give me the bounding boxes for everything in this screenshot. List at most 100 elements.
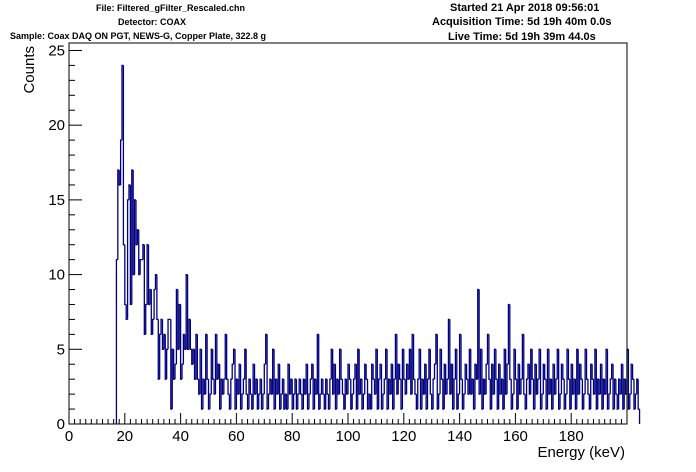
histogram-bin xyxy=(338,348,342,395)
histogram-bin xyxy=(541,393,544,410)
histogram-bin xyxy=(583,393,586,410)
histogram-bin xyxy=(126,199,129,320)
histogram-bin xyxy=(630,363,633,395)
histogram-bin xyxy=(602,378,605,410)
histogram-bin xyxy=(281,378,284,395)
histogram-bin xyxy=(463,393,466,410)
histogram-bin xyxy=(398,364,402,380)
histogram-bin xyxy=(287,363,290,410)
histogram-bin xyxy=(535,364,538,395)
histogram-bin xyxy=(442,379,445,410)
histogram-bin xyxy=(408,348,411,380)
histogram-bin xyxy=(152,318,155,335)
histogram-bin xyxy=(604,379,607,395)
histogram-bin xyxy=(590,363,593,410)
histogram-bin xyxy=(199,348,202,395)
histogram-bin xyxy=(578,363,581,395)
histogram-bin xyxy=(479,348,482,395)
histogram-bin xyxy=(345,379,348,395)
histogram-bin xyxy=(295,379,298,410)
histogram-bin xyxy=(422,379,425,395)
histogram-bin xyxy=(297,393,300,410)
histogram-bin xyxy=(518,364,521,395)
histogram-bin xyxy=(445,364,448,395)
histogram-bin xyxy=(309,378,312,395)
histogram-bin xyxy=(366,379,369,410)
histogram-bin xyxy=(382,393,385,410)
histogram-bin xyxy=(248,378,251,410)
histogram-bin xyxy=(175,288,178,365)
histogram-bin xyxy=(318,334,321,410)
histogram-bin xyxy=(477,288,480,380)
histogram-bin xyxy=(270,379,273,395)
histogram-bin xyxy=(334,364,337,410)
histogram-bin xyxy=(456,349,459,410)
histogram-bin xyxy=(242,378,245,395)
histogram-bin xyxy=(125,304,128,321)
histogram-bin xyxy=(154,273,157,290)
histogram-bin xyxy=(213,379,216,395)
histogram-bin xyxy=(150,289,153,336)
histogram-bin xyxy=(207,379,210,410)
histogram-bin xyxy=(376,349,379,410)
histogram-bin xyxy=(306,364,309,410)
histogram-bin xyxy=(557,349,561,410)
histogram-bin xyxy=(436,334,439,410)
histogram-bin xyxy=(235,378,238,410)
histogram-bin xyxy=(569,379,572,410)
histogram-bin xyxy=(601,364,604,410)
histogram-bin xyxy=(352,378,355,395)
histogram-bin xyxy=(581,379,584,410)
histogram-bin xyxy=(482,378,485,410)
histogram-bin xyxy=(219,364,222,410)
histogram-bin xyxy=(454,348,457,380)
histogram-bin xyxy=(612,364,615,410)
plot-area xyxy=(115,64,641,424)
histogram-bin xyxy=(330,348,333,380)
detector-label: Detector: COAX xyxy=(118,17,187,27)
histogram-bin xyxy=(364,363,367,395)
histogram-bin xyxy=(262,393,265,410)
histogram-bin xyxy=(238,363,241,395)
histogram-bin xyxy=(202,378,205,410)
histogram-bin xyxy=(344,378,347,410)
histogram-bin xyxy=(319,393,322,410)
histogram-bin xyxy=(465,364,468,380)
histogram-bin xyxy=(181,363,184,380)
histogram-bin xyxy=(379,363,382,380)
histogram-bin xyxy=(439,348,442,395)
histogram-bin xyxy=(362,393,365,410)
histogram-bin xyxy=(562,364,565,380)
histogram-bin xyxy=(451,364,455,410)
histogram-bin xyxy=(276,379,279,395)
x-tick-label: 60 xyxy=(228,428,245,445)
histogram-bin xyxy=(595,349,598,410)
histogram-bin xyxy=(492,364,495,395)
histogram-bin xyxy=(359,378,362,395)
histogram-bin xyxy=(383,378,386,395)
histogram-bin xyxy=(294,378,297,395)
histogram-bin xyxy=(325,378,328,410)
histogram-bin xyxy=(291,379,294,410)
histogram-bin xyxy=(438,393,441,410)
x-tick-label: 180 xyxy=(559,428,584,445)
histogram-bin xyxy=(559,393,562,410)
histogram-bin xyxy=(255,378,258,395)
x-tick-label: 120 xyxy=(391,428,416,445)
histogram-bin xyxy=(570,363,573,410)
histogram-bin xyxy=(124,244,127,306)
histogram-bin xyxy=(485,363,488,395)
histogram-bin xyxy=(391,364,395,410)
histogram-bin xyxy=(613,378,616,410)
histogram-bin xyxy=(571,364,574,395)
histogram-bin xyxy=(241,393,244,410)
histogram-bin xyxy=(594,348,597,395)
x-tick-label: 160 xyxy=(503,428,528,445)
histogram-bin xyxy=(387,378,390,410)
histogram-bin xyxy=(428,348,431,380)
histogram-bin xyxy=(355,364,358,410)
histogram-bin xyxy=(378,378,381,410)
histogram-bin xyxy=(252,363,255,410)
histogram-bin xyxy=(153,288,156,320)
